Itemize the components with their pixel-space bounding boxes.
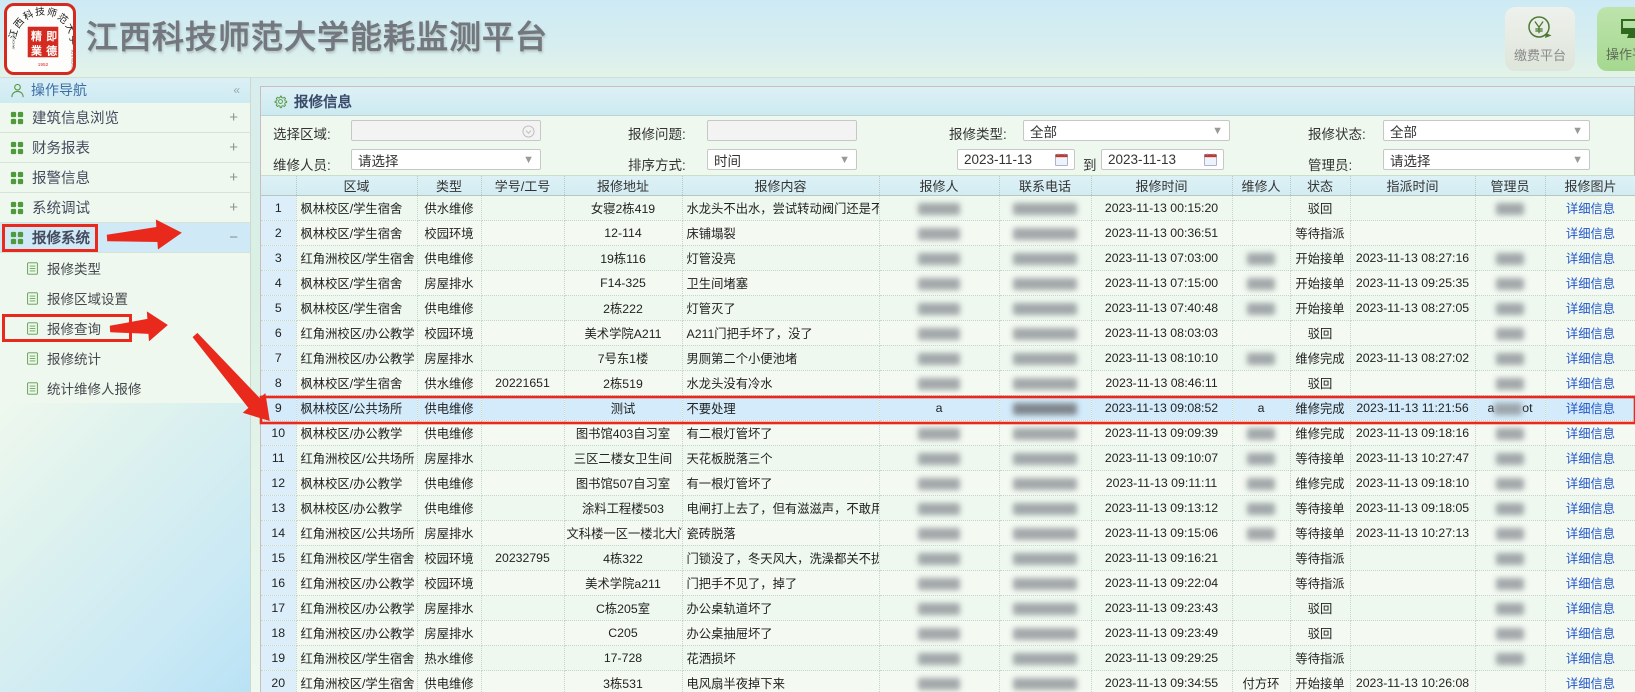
svg-text:1952: 1952: [38, 62, 49, 67]
svg-text:JIANGXI UNIV: JIANGXI UNIV: [12, 31, 16, 50]
svg-text:精: 精: [31, 29, 42, 43]
svg-text:即: 即: [46, 30, 57, 43]
svg-text:德: 德: [45, 44, 57, 58]
svg-text:SCI & TECH NORMAL: SCI & TECH NORMAL: [70, 50, 74, 75]
svg-text:業: 業: [30, 44, 42, 58]
